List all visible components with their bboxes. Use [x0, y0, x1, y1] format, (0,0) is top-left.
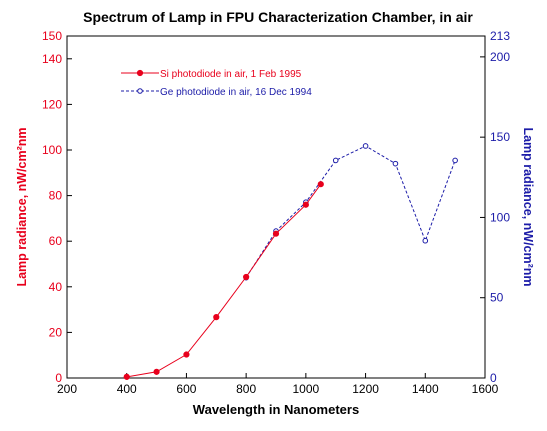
left-y-axis-ticks: 0 20 40 60 80 100 120 140 150 [42, 29, 72, 385]
x-tick-label: 800 [236, 382, 256, 396]
left-y-tick-label: 150 [42, 29, 62, 43]
x-tick-label: 1600 [472, 382, 499, 396]
x-tick-label: 1400 [412, 382, 439, 396]
right-y-tick-label: 0 [490, 371, 497, 385]
right-y-tick-label: 150 [490, 130, 510, 144]
x-tick-label: 1000 [293, 382, 320, 396]
left-y-tick-label: 100 [42, 143, 62, 157]
right-y-tick-label: 213 [490, 29, 510, 43]
si-data-point [123, 373, 130, 380]
left-y-tick-label: 0 [55, 371, 62, 385]
si-data-point [153, 368, 160, 375]
si-data-point [183, 351, 190, 358]
right-y-tick-label: 200 [490, 50, 510, 64]
si-legend-marker [136, 69, 144, 77]
ge-data-point [452, 157, 458, 164]
si-data-point [213, 314, 220, 321]
x-tick-label: 1200 [352, 382, 379, 396]
left-y-tick-label: 20 [49, 325, 63, 339]
si-data-point [272, 230, 280, 237]
ge-data-point [362, 143, 369, 149]
left-y-axis-label: Lamp radiance, nW/cm²nm [15, 127, 29, 286]
plot-frame [66, 35, 486, 379]
x-axis-label: Wavelength in Nanometers [193, 402, 359, 417]
x-tick-label: 600 [176, 382, 196, 396]
left-y-tick-label: 120 [42, 97, 62, 111]
ge-data-point [392, 160, 399, 167]
legend: Si photodiode in air, 1 Feb 1995 Ge photo… [121, 69, 312, 98]
si-data-point [317, 181, 324, 188]
ge-data-point [332, 157, 339, 164]
right-y-tick-label: 50 [490, 291, 504, 305]
right-y-tick-label: 100 [490, 210, 510, 224]
left-y-tick-label: 140 [42, 52, 62, 66]
x-tick-label: 400 [117, 382, 137, 396]
right-y-axis-ticks: 0 50 100 150 200 213 [480, 29, 510, 385]
x-tick-label: 200 [57, 382, 77, 396]
ge-data-point [422, 237, 429, 244]
si-data-point [302, 201, 309, 208]
left-y-tick-label: 80 [49, 189, 63, 203]
ge-legend-label: Ge photodiode in air, 16 Dec 1994 [160, 87, 312, 98]
ge-legend-marker [137, 88, 143, 94]
si-series-line [126, 183, 322, 378]
si-legend-label: Si photodiode in air, 1 Feb 1995 [160, 69, 302, 80]
left-y-tick-label: 60 [49, 234, 63, 248]
si-data-point [243, 273, 250, 281]
x-axis-ticks: 200 400 600 800 1000 1200 1400 1600 [57, 373, 499, 396]
left-y-tick-label: 40 [49, 280, 63, 294]
series-layer [123, 143, 458, 380]
chart-title: Spectrum of Lamp in FPU Characterization… [83, 9, 473, 25]
ge-series-line [245, 145, 456, 278]
right-y-axis-label: Lamp radiance, nW/cm²nm [521, 127, 535, 286]
